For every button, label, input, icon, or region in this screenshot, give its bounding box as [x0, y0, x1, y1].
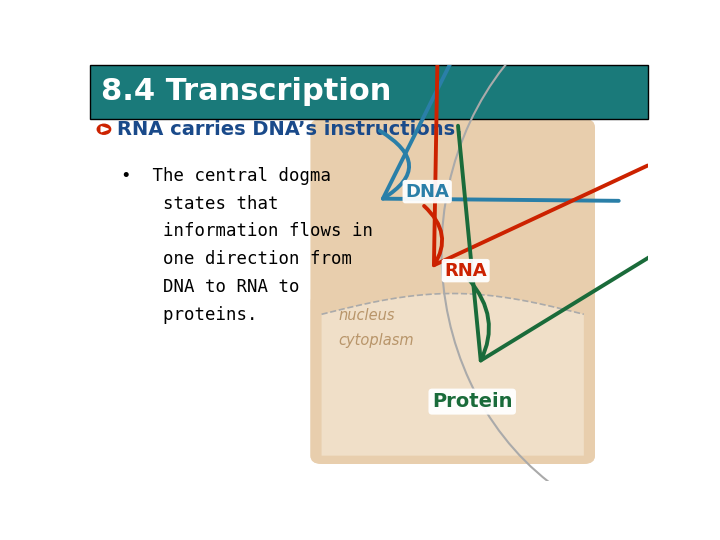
- FancyArrowPatch shape: [458, 126, 682, 361]
- Text: RNA carries DNA’s instructions.: RNA carries DNA’s instructions.: [117, 120, 462, 139]
- FancyBboxPatch shape: [90, 65, 648, 119]
- Text: nucleus: nucleus: [338, 308, 395, 323]
- Text: Protein: Protein: [432, 392, 513, 411]
- Text: information flows in: information flows in: [121, 222, 373, 240]
- FancyBboxPatch shape: [310, 119, 595, 464]
- Text: proteins.: proteins.: [121, 306, 257, 324]
- Text: •  The central dogma: • The central dogma: [121, 167, 330, 185]
- Circle shape: [97, 124, 111, 134]
- Text: 8.4 Transcription: 8.4 Transcription: [101, 77, 392, 106]
- Text: DNA: DNA: [405, 183, 449, 201]
- FancyBboxPatch shape: [310, 294, 595, 464]
- Text: DNA to RNA to: DNA to RNA to: [121, 278, 300, 296]
- FancyArrowPatch shape: [424, 29, 648, 265]
- Text: states that: states that: [121, 194, 278, 213]
- FancyArrowPatch shape: [379, 0, 618, 201]
- Text: cytoplasm: cytoplasm: [338, 333, 414, 348]
- Text: RNA: RNA: [444, 261, 487, 280]
- Text: one direction from: one direction from: [121, 250, 351, 268]
- Polygon shape: [101, 127, 109, 132]
- Polygon shape: [322, 294, 584, 456]
